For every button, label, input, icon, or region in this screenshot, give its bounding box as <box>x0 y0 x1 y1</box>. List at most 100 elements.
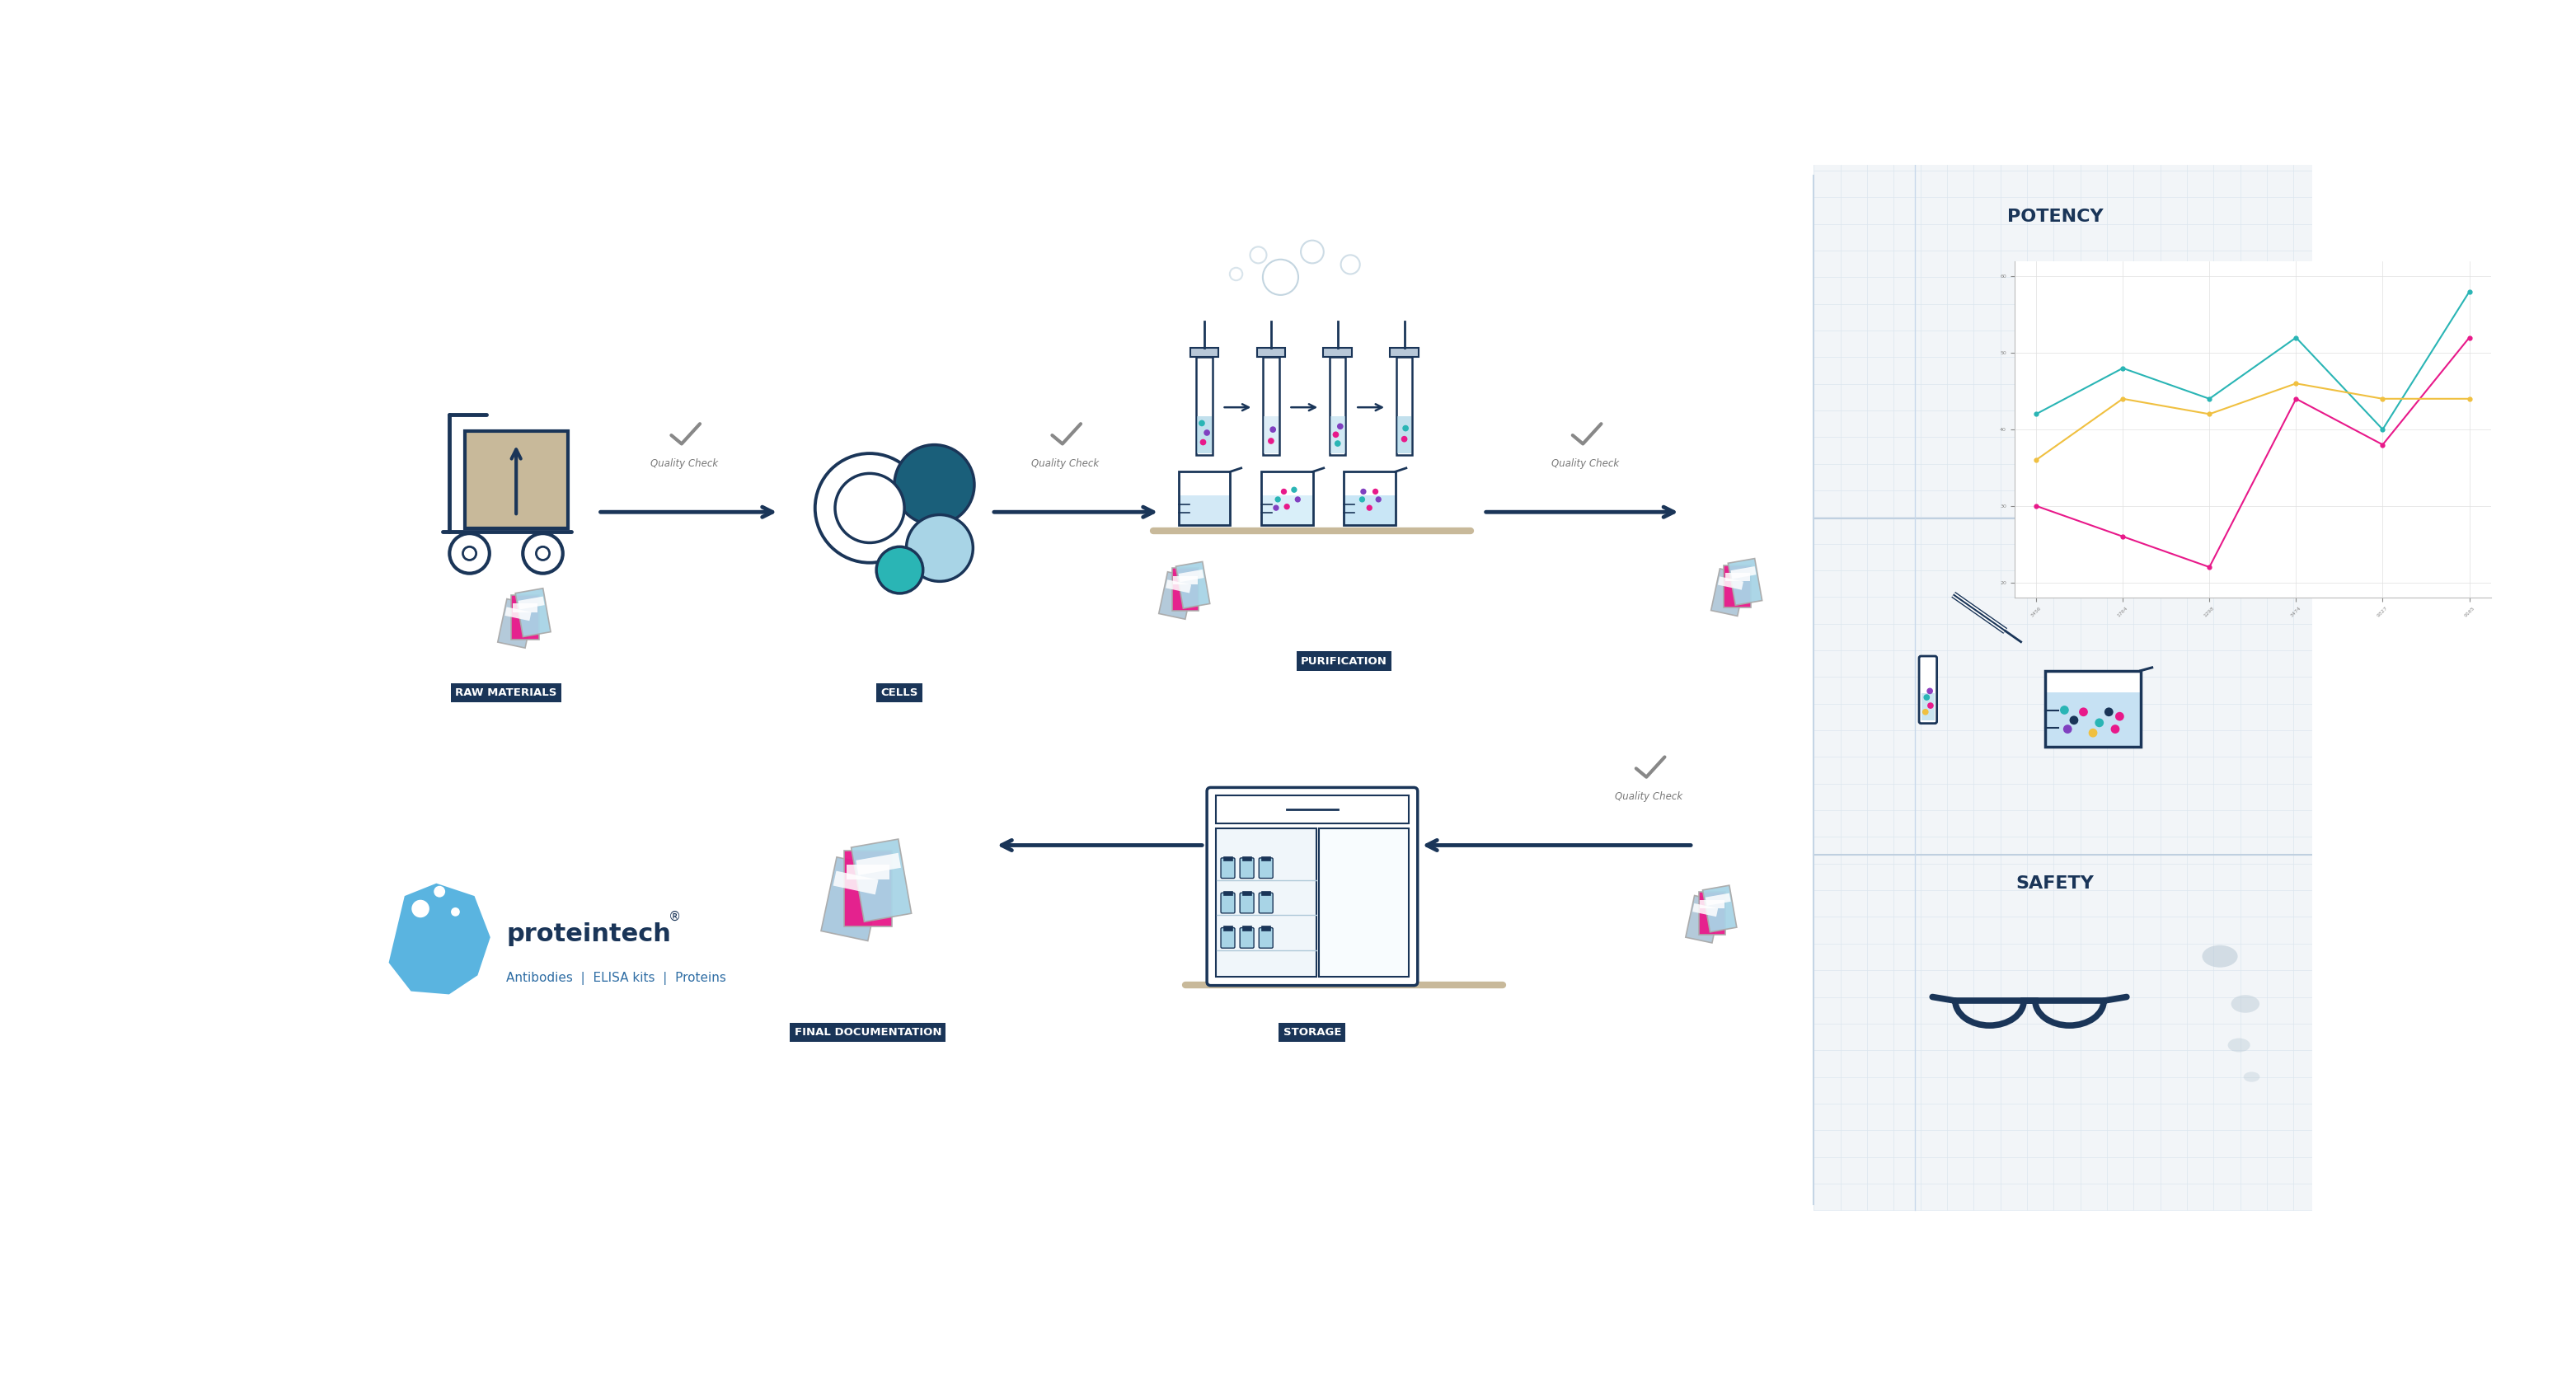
FancyBboxPatch shape <box>1216 796 1409 823</box>
Polygon shape <box>2045 671 2141 747</box>
Text: Antibodies  |  ELISA kits  |  Proteins: Antibodies | ELISA kits | Proteins <box>505 971 726 985</box>
Polygon shape <box>1698 892 1726 934</box>
FancyBboxPatch shape <box>1242 926 1252 930</box>
Circle shape <box>1365 504 1373 511</box>
Text: RAW MATERIALS: RAW MATERIALS <box>456 687 556 698</box>
Ellipse shape <box>2244 1072 2259 1081</box>
FancyBboxPatch shape <box>1257 348 1285 356</box>
FancyBboxPatch shape <box>1260 927 1273 948</box>
Polygon shape <box>1345 496 1396 525</box>
Circle shape <box>1401 436 1406 442</box>
Text: PURIFICATION: PURIFICATION <box>1301 655 1388 666</box>
FancyBboxPatch shape <box>1221 857 1234 878</box>
Polygon shape <box>1172 569 1198 611</box>
Polygon shape <box>845 851 891 926</box>
FancyBboxPatch shape <box>1324 348 1352 356</box>
Circle shape <box>894 445 974 525</box>
FancyBboxPatch shape <box>1208 787 1417 985</box>
Text: CELLS: CELLS <box>881 687 920 698</box>
Circle shape <box>1280 489 1288 495</box>
FancyBboxPatch shape <box>1239 857 1255 878</box>
FancyBboxPatch shape <box>1221 927 1234 948</box>
FancyBboxPatch shape <box>1224 926 1231 930</box>
Text: Quality Check: Quality Check <box>649 458 719 469</box>
Circle shape <box>1922 709 1929 714</box>
Circle shape <box>876 547 922 594</box>
Polygon shape <box>497 599 533 649</box>
Circle shape <box>2105 708 2112 716</box>
Ellipse shape <box>2228 1039 2251 1052</box>
FancyBboxPatch shape <box>1195 356 1213 455</box>
Polygon shape <box>1164 580 1190 594</box>
Polygon shape <box>1685 896 1721 943</box>
Polygon shape <box>518 596 544 610</box>
Text: SAFETY: SAFETY <box>2017 875 2094 892</box>
Circle shape <box>1291 486 1298 493</box>
Polygon shape <box>2045 692 2141 747</box>
FancyBboxPatch shape <box>1919 657 1937 723</box>
Circle shape <box>1198 420 1206 426</box>
FancyBboxPatch shape <box>1239 927 1255 948</box>
Polygon shape <box>389 883 489 995</box>
Polygon shape <box>1718 577 1744 589</box>
Polygon shape <box>1700 900 1723 908</box>
FancyBboxPatch shape <box>1814 165 2313 1210</box>
Polygon shape <box>1159 572 1195 620</box>
Polygon shape <box>1172 576 1198 584</box>
Text: STORAGE: STORAGE <box>1283 1028 1342 1037</box>
Circle shape <box>464 547 477 561</box>
Polygon shape <box>1175 562 1211 609</box>
Polygon shape <box>505 607 531 621</box>
Polygon shape <box>1728 558 1762 605</box>
Ellipse shape <box>2202 945 2239 967</box>
Text: Quality Check: Quality Check <box>1030 458 1097 469</box>
Circle shape <box>1229 268 1242 280</box>
Polygon shape <box>1177 471 1231 525</box>
Polygon shape <box>855 853 902 875</box>
Text: FINAL DOCUMENTATION: FINAL DOCUMENTATION <box>793 1028 943 1037</box>
FancyBboxPatch shape <box>1922 694 1935 720</box>
Circle shape <box>1927 702 1935 709</box>
Circle shape <box>2094 719 2105 727</box>
FancyBboxPatch shape <box>1319 829 1409 977</box>
FancyBboxPatch shape <box>1262 356 1278 455</box>
FancyBboxPatch shape <box>1216 829 1316 977</box>
Circle shape <box>1373 489 1378 495</box>
Circle shape <box>1332 431 1340 438</box>
Polygon shape <box>832 871 878 894</box>
Polygon shape <box>1345 471 1396 525</box>
Circle shape <box>1301 240 1324 264</box>
Circle shape <box>1200 440 1206 445</box>
Polygon shape <box>1177 569 1203 583</box>
Polygon shape <box>1703 885 1736 932</box>
Circle shape <box>451 533 489 573</box>
Circle shape <box>2115 712 2125 721</box>
FancyBboxPatch shape <box>1262 890 1270 896</box>
Circle shape <box>814 453 925 563</box>
FancyBboxPatch shape <box>1239 893 1255 914</box>
Circle shape <box>433 886 446 897</box>
Circle shape <box>1924 694 1929 701</box>
Circle shape <box>1337 423 1342 430</box>
Polygon shape <box>850 840 912 922</box>
Polygon shape <box>1723 565 1752 607</box>
FancyBboxPatch shape <box>1198 416 1211 453</box>
Text: Quality Check: Quality Check <box>1551 458 1620 469</box>
Circle shape <box>1249 247 1267 264</box>
Circle shape <box>2110 724 2120 734</box>
Circle shape <box>536 547 549 561</box>
Circle shape <box>1360 496 1365 503</box>
Circle shape <box>523 533 562 573</box>
Polygon shape <box>1726 573 1749 581</box>
Circle shape <box>412 900 430 918</box>
Circle shape <box>1342 256 1360 273</box>
Polygon shape <box>822 857 884 941</box>
Circle shape <box>1334 440 1342 447</box>
Polygon shape <box>513 603 538 611</box>
Polygon shape <box>1710 569 1747 616</box>
FancyBboxPatch shape <box>1329 416 1345 453</box>
FancyBboxPatch shape <box>1391 348 1419 356</box>
FancyBboxPatch shape <box>1396 416 1412 453</box>
FancyBboxPatch shape <box>1224 890 1231 896</box>
Circle shape <box>2089 728 2097 738</box>
